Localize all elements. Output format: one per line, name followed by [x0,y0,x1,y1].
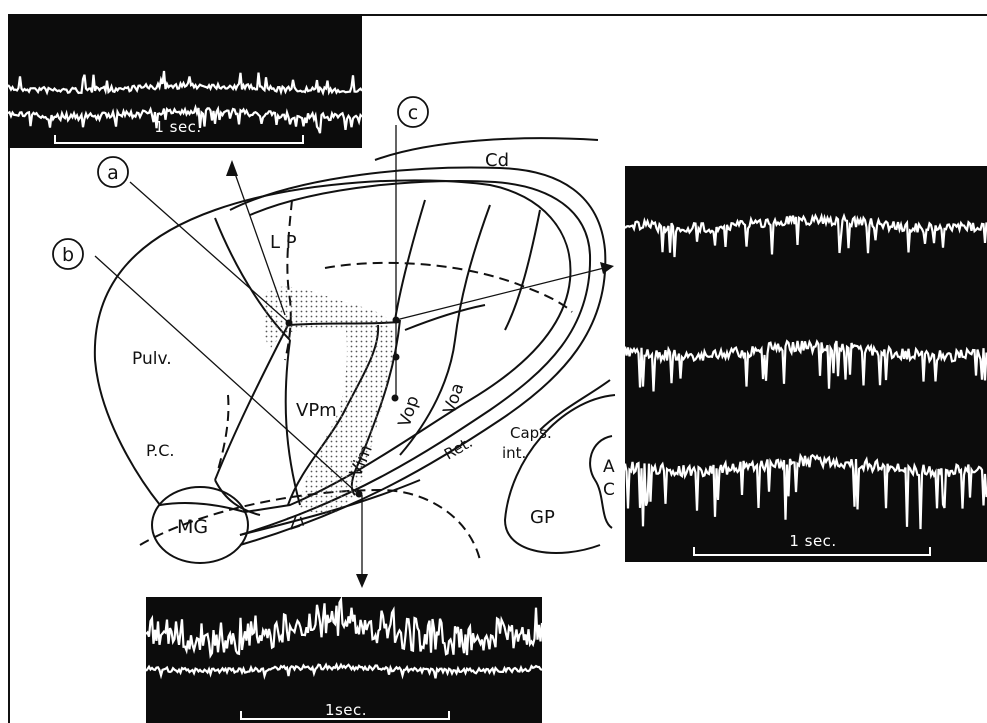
scale-tick [240,711,242,719]
scale-bar-bottom [240,718,450,720]
trace-line [625,212,987,258]
scale-bar-top-left [54,142,304,144]
recording-site [391,394,399,402]
scale-tick [302,135,304,143]
label-cd: Cd [485,150,509,171]
label-caps: Caps. [510,424,552,442]
label-vop: Vop [395,393,424,429]
boundary-low [214,479,261,516]
label-mg: MG [177,516,208,538]
arrow-to-top-panel [231,164,286,316]
recording-panel-right: 1 sec. [625,166,987,562]
trace-line [8,103,362,134]
track-marker-c: c [397,96,429,128]
track-b-line [94,255,357,493]
mg-nucleus [151,486,249,564]
trace-line [625,452,987,530]
recording-traces-bottom [146,597,542,681]
track-label-a: a [107,162,119,184]
recording-site [392,316,400,324]
label-c: C [603,480,615,500]
track-marker-b: b [52,238,84,270]
recording-panel-top-left: 1 sec. [8,14,362,148]
trace-line [625,339,987,392]
boundary-vop-voa [394,199,486,331]
arrowhead-right [600,262,614,274]
recording-site [285,319,293,327]
trace-line [146,662,542,681]
figure-frame [8,14,987,723]
label-vpm: VPm [296,400,337,421]
track-marker-a: a [97,156,129,188]
recording-panel-bottom: 1sec. [146,597,542,723]
recording-site [392,353,400,361]
label-zi: Zi [285,511,307,535]
recording-site [355,490,363,498]
scale-tick [54,135,56,143]
boundary-ret [504,209,541,331]
recording-traces-right [625,212,987,530]
scale-label-bottom: 1sec. [324,701,368,719]
label-int: int. [502,444,526,462]
shaded-region-lp [262,286,390,350]
track-label-b: b [62,244,74,266]
capsule-inner-outline [239,179,592,536]
gp-outline [503,394,616,554]
label-lp: L P [270,232,297,253]
scale-bar-right [693,554,931,556]
track-label-c: c [408,102,418,124]
arrowhead-bottom [356,574,368,588]
scale-tick [929,547,931,555]
dashed-curve-upper [324,261,573,313]
boundary-pulv [214,324,289,481]
arrow-to-right-panel [395,266,609,321]
label-a: A [603,457,615,477]
trace-line [146,597,542,659]
recording-traces-top-left [8,70,362,134]
ac-outline [589,435,613,529]
label-pulv: Pulv. [132,349,172,369]
arrowhead-top [226,160,238,176]
capsule-outer-outline [229,166,607,546]
dashed-line-pc [217,394,230,471]
trace-line [8,70,362,97]
track-a-line [129,181,289,323]
capsule-lower-line [539,379,611,431]
thalamus-outline [93,179,572,514]
scale-label-top-left: 1 sec. [154,118,202,136]
label-pc: P.C. [146,441,175,460]
scale-tick [693,547,695,555]
scale-tick [448,711,450,719]
caudate-outline [374,137,599,161]
label-gp: GP [530,507,555,528]
scale-label-right: 1 sec. [789,532,837,550]
boundary-vpm-right [284,339,301,506]
dashed-line-bottom [139,488,481,561]
boundary-voa [399,204,491,456]
shaded-region-vim [300,319,395,515]
